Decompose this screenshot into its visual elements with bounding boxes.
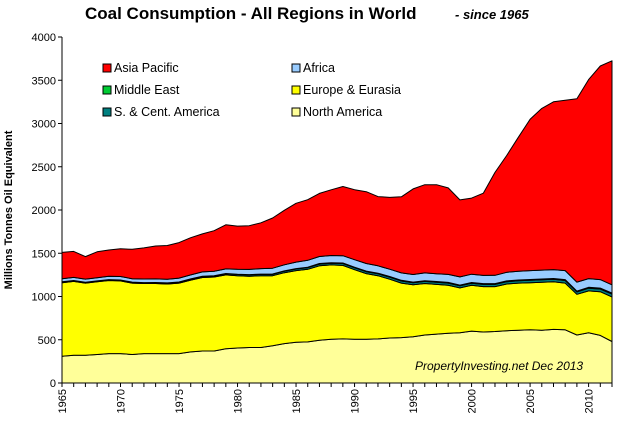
source-annotation: PropertyInvesting.net Dec 2013 — [415, 359, 583, 373]
legend-swatch-north-america — [291, 107, 301, 117]
legend-label-middle-east: Middle East — [114, 83, 180, 97]
series-area-asia-pacific — [61, 60, 613, 286]
legend-swatch-asia-pacific — [102, 63, 112, 73]
y-tick-label: 2500 — [32, 162, 56, 174]
y-tick-label: 1000 — [32, 292, 56, 304]
y-tick-label: 1500 — [32, 248, 56, 260]
legend-swatch-middle-east — [102, 85, 112, 95]
legend-label-north-america: North America — [303, 105, 382, 119]
y-tick-label: 3000 — [32, 119, 56, 131]
legend-swatch-africa — [291, 63, 301, 73]
x-tick-label: 2005 — [525, 389, 537, 413]
x-tick-label: 1975 — [174, 389, 186, 413]
y-tick-label: 2000 — [32, 205, 56, 217]
x-tick-label: 1990 — [350, 389, 362, 413]
legend-label-s-cent-america: S. & Cent. America — [114, 105, 220, 119]
x-tick-label: 1970 — [116, 389, 128, 413]
x-tick-label: 2010 — [584, 389, 596, 413]
x-tick-label: 1965 — [57, 389, 69, 413]
y-axis-label: Millions Tonnes Oil Equivalent — [3, 130, 15, 289]
x-tick-label: 1985 — [291, 389, 303, 413]
x-tick-label: 1980 — [233, 389, 245, 413]
legend: Asia Pacific Africa Middle East Europe & Eu… — [102, 61, 401, 119]
chart-title: Coal Consumption - All Regions in World — [85, 4, 416, 23]
legend-label-asia-pacific: Asia Pacific — [114, 61, 179, 75]
chart-subtitle: - since 1965 — [455, 7, 529, 22]
legend-swatch-europe-eurasia — [291, 85, 301, 95]
legend-label-africa: Africa — [303, 61, 335, 75]
legend-label-europe-eurasia: Europe & Eurasia — [303, 83, 401, 97]
axes-layer: 0 500 1000 1500 2000 2500 3000 3500 4000 1965 1970… — [32, 32, 613, 413]
x-tick-label: 2000 — [467, 389, 479, 413]
y-tick-label: 4000 — [32, 32, 56, 44]
y-tick-label: 500 — [38, 335, 56, 347]
y-tick-label: 0 — [50, 378, 56, 390]
x-tick-label: 1995 — [408, 389, 420, 413]
y-tick-label: 3500 — [32, 75, 56, 87]
legend-swatch-s-cent-america — [102, 107, 112, 117]
